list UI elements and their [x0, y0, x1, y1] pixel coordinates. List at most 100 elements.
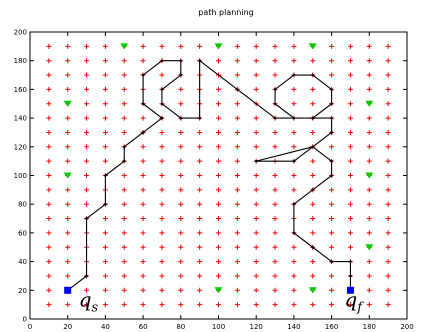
grid-marker	[385, 144, 391, 150]
grid-marker	[46, 101, 52, 107]
grid-marker	[234, 230, 240, 236]
grid-marker	[140, 201, 146, 207]
grid-marker	[216, 273, 221, 279]
grid-marker	[347, 302, 353, 308]
grid-marker	[347, 173, 353, 178]
start-marker	[64, 286, 72, 294]
y-tick-label: 40	[18, 258, 27, 266]
grid-marker	[216, 158, 221, 164]
grid-marker	[216, 173, 221, 178]
path-point	[141, 73, 145, 77]
grid-marker	[310, 158, 316, 164]
grid-marker	[84, 129, 90, 135]
grid-marker	[159, 72, 165, 78]
grid-marker	[140, 144, 146, 150]
grid-marker	[159, 173, 165, 178]
grid-marker	[385, 58, 391, 64]
grid-marker	[178, 43, 184, 49]
grid-marker	[366, 201, 372, 207]
grid-marker	[178, 144, 184, 150]
grid-marker	[121, 173, 127, 178]
grid-marker	[216, 58, 221, 64]
grid-marker	[84, 173, 90, 178]
grid-marker	[65, 58, 71, 64]
grid-marker	[310, 201, 316, 207]
grid-marker	[46, 287, 52, 293]
path-point	[198, 59, 201, 62]
grid-marker	[385, 287, 391, 293]
grid-marker	[234, 101, 240, 107]
x-tick-label: 80	[176, 323, 185, 331]
grid-marker	[234, 273, 240, 279]
grid-marker	[140, 273, 146, 279]
grid-marker	[291, 259, 297, 265]
grid-marker	[65, 273, 71, 279]
y-tick-label: 0	[23, 316, 27, 324]
path-point	[160, 88, 164, 91]
grid-marker	[102, 43, 108, 49]
path-point	[330, 131, 333, 134]
x-tick-label: 120	[250, 323, 263, 331]
grid-marker	[178, 259, 184, 265]
grid-marker	[197, 173, 203, 178]
grid-marker	[385, 187, 391, 193]
grid-marker	[347, 244, 353, 250]
path-point	[85, 217, 88, 220]
grid-marker	[197, 273, 203, 279]
path-point	[330, 102, 333, 106]
path-point	[292, 73, 296, 77]
grid-marker	[329, 273, 335, 279]
grid-marker	[385, 173, 391, 178]
grid-marker	[178, 287, 184, 293]
path-point	[104, 202, 107, 206]
grid-marker	[253, 302, 259, 308]
path-point	[330, 116, 333, 120]
y-tick-label: 20	[18, 287, 27, 295]
path-point	[198, 116, 201, 120]
grid-marker	[310, 101, 316, 107]
grid-marker	[366, 144, 372, 150]
grid-marker	[65, 129, 71, 135]
obstacle-marker	[308, 43, 317, 50]
path-point	[273, 116, 277, 120]
grid-marker	[197, 158, 203, 164]
grid-marker	[366, 86, 372, 92]
grid-marker	[46, 216, 52, 222]
grid-marker	[121, 86, 127, 92]
grid-marker	[253, 259, 259, 265]
grid-marker	[65, 187, 71, 193]
grid-marker	[291, 287, 297, 293]
path-point	[254, 159, 258, 163]
grid-marker	[347, 144, 353, 150]
grid-marker	[366, 216, 372, 222]
grid-marker	[140, 58, 146, 64]
grid-marker	[159, 302, 165, 308]
grid-marker	[102, 86, 108, 92]
grid-marker	[347, 43, 353, 49]
path-point	[160, 116, 164, 120]
grid-marker	[140, 43, 146, 49]
path-point	[311, 145, 315, 149]
grid-marker	[291, 129, 297, 135]
grid-marker	[121, 129, 127, 135]
grid-marker	[291, 187, 297, 193]
grid-marker	[178, 273, 184, 279]
grid-marker	[272, 244, 278, 250]
grid-marker	[46, 144, 52, 150]
grid-marker	[272, 72, 278, 78]
grid-marker	[329, 216, 335, 222]
grid-marker	[216, 101, 221, 107]
grid-marker	[385, 72, 391, 78]
grid-marker	[234, 302, 240, 308]
grid-marker	[140, 230, 146, 236]
grid-marker	[366, 259, 372, 265]
axes: 0 20 40 60 80 100 120 140 160 180 200 0 20 40 60 80 100 1…	[14, 29, 414, 332]
grid-marker	[272, 302, 278, 308]
grid-marker	[46, 158, 52, 164]
x-tick-label: 160	[325, 323, 338, 331]
grid-marker	[84, 302, 90, 308]
path-point	[311, 245, 315, 249]
y-tick-label: 200	[14, 29, 27, 37]
grid-marker	[310, 259, 316, 265]
grid-marker	[385, 230, 391, 236]
